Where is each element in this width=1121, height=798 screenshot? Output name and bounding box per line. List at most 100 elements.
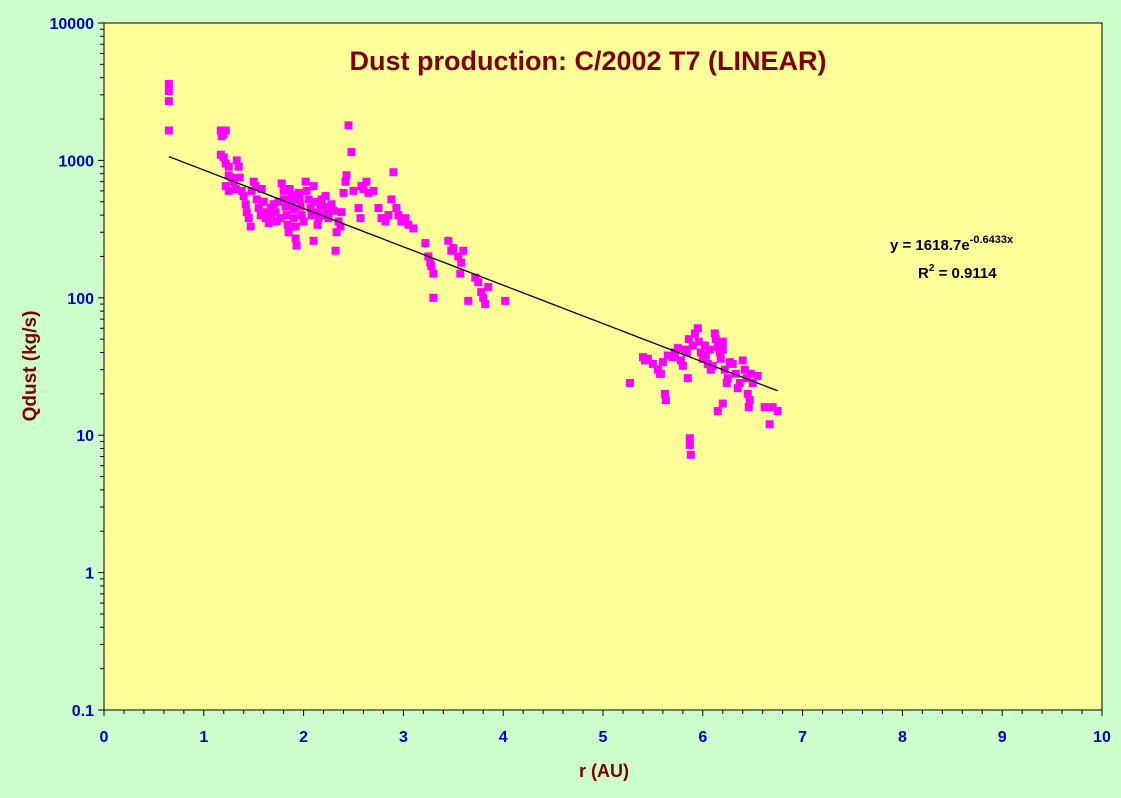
data-point [693,324,702,333]
data-point [746,369,755,378]
data-point [234,162,243,171]
data-point [302,186,311,195]
data-point [384,211,393,220]
data-point [337,208,346,217]
data-point [283,220,292,229]
data-point [219,153,228,162]
data-point [227,173,236,182]
data-point [244,214,253,223]
data-point [686,450,695,459]
data-point [670,348,679,357]
data-point [625,378,634,387]
data-point [291,234,300,243]
data-point [744,403,753,412]
data-point [281,202,290,211]
data-point [289,205,298,214]
data-point [444,236,453,245]
data-point [701,351,710,360]
data-point [252,195,261,204]
data-point [696,348,705,357]
data-point [722,378,731,387]
data-point [235,173,244,182]
data-point [718,337,727,346]
data-point [262,208,271,217]
data-point [341,177,350,186]
data-point [685,440,694,449]
data-point [362,177,371,186]
data-point [456,269,465,278]
data-point [304,195,313,204]
data-point [421,239,430,248]
data-point [251,182,260,191]
data-point [239,192,248,201]
data-point [501,296,510,305]
data-point [232,156,241,165]
data-point [301,177,310,186]
x-tick-label: 0 [100,729,109,746]
data-point [760,403,769,412]
data-point [279,186,288,195]
x-tick-label: 7 [798,729,807,746]
r2-superscript: 2 [929,263,935,274]
data-point [716,354,725,363]
data-point [256,211,265,220]
y-tick-label: 0.1 [72,703,94,720]
data-point [285,184,294,193]
data-point [242,208,251,217]
data-point [314,214,323,223]
data-point [449,244,458,253]
data-point [231,184,240,193]
data-point [297,211,306,220]
y-tick-label: 10 [76,428,94,445]
data-point [287,197,296,206]
data-point [477,288,486,297]
data-point [471,273,480,282]
data-point [387,195,396,204]
data-point [221,182,230,191]
data-point [224,186,233,195]
data-point [331,246,340,255]
data-point [274,197,283,206]
data-point [748,378,757,387]
data-point [427,262,436,271]
data-point [658,358,667,367]
data-point [738,356,747,365]
data-point [668,353,677,362]
data-point [713,407,722,416]
data-point [648,359,657,368]
data-point [312,208,321,217]
data-point [753,371,762,380]
data-point [246,222,255,231]
data-point [249,177,258,186]
data-point [718,399,727,408]
data-point [356,214,365,223]
trendline [168,156,778,392]
data-point [332,228,341,237]
data-point [404,220,413,229]
data-point [720,365,729,374]
data-point [743,389,752,398]
data-point [327,200,336,209]
x-tick-label: 10 [1093,729,1111,746]
x-tick-label: 5 [599,729,608,746]
data-point [264,219,273,228]
data-point [282,211,291,220]
data-point [688,341,697,350]
x-axis-title: r (AU) [579,761,629,781]
data-point [364,188,373,197]
data-point [237,186,246,195]
data-point [723,374,732,383]
data-point [710,329,719,338]
r-squared-label: R2 = 0.9114 [918,263,997,282]
data-point [429,269,438,278]
data-point [313,220,322,229]
data-point [661,396,670,405]
r2-value: = 0.9114 [934,265,997,282]
data-point [731,369,740,378]
y-tick-label: 1 [85,566,94,583]
data-point [685,434,694,443]
data-point [684,335,693,344]
data-point [295,195,304,204]
